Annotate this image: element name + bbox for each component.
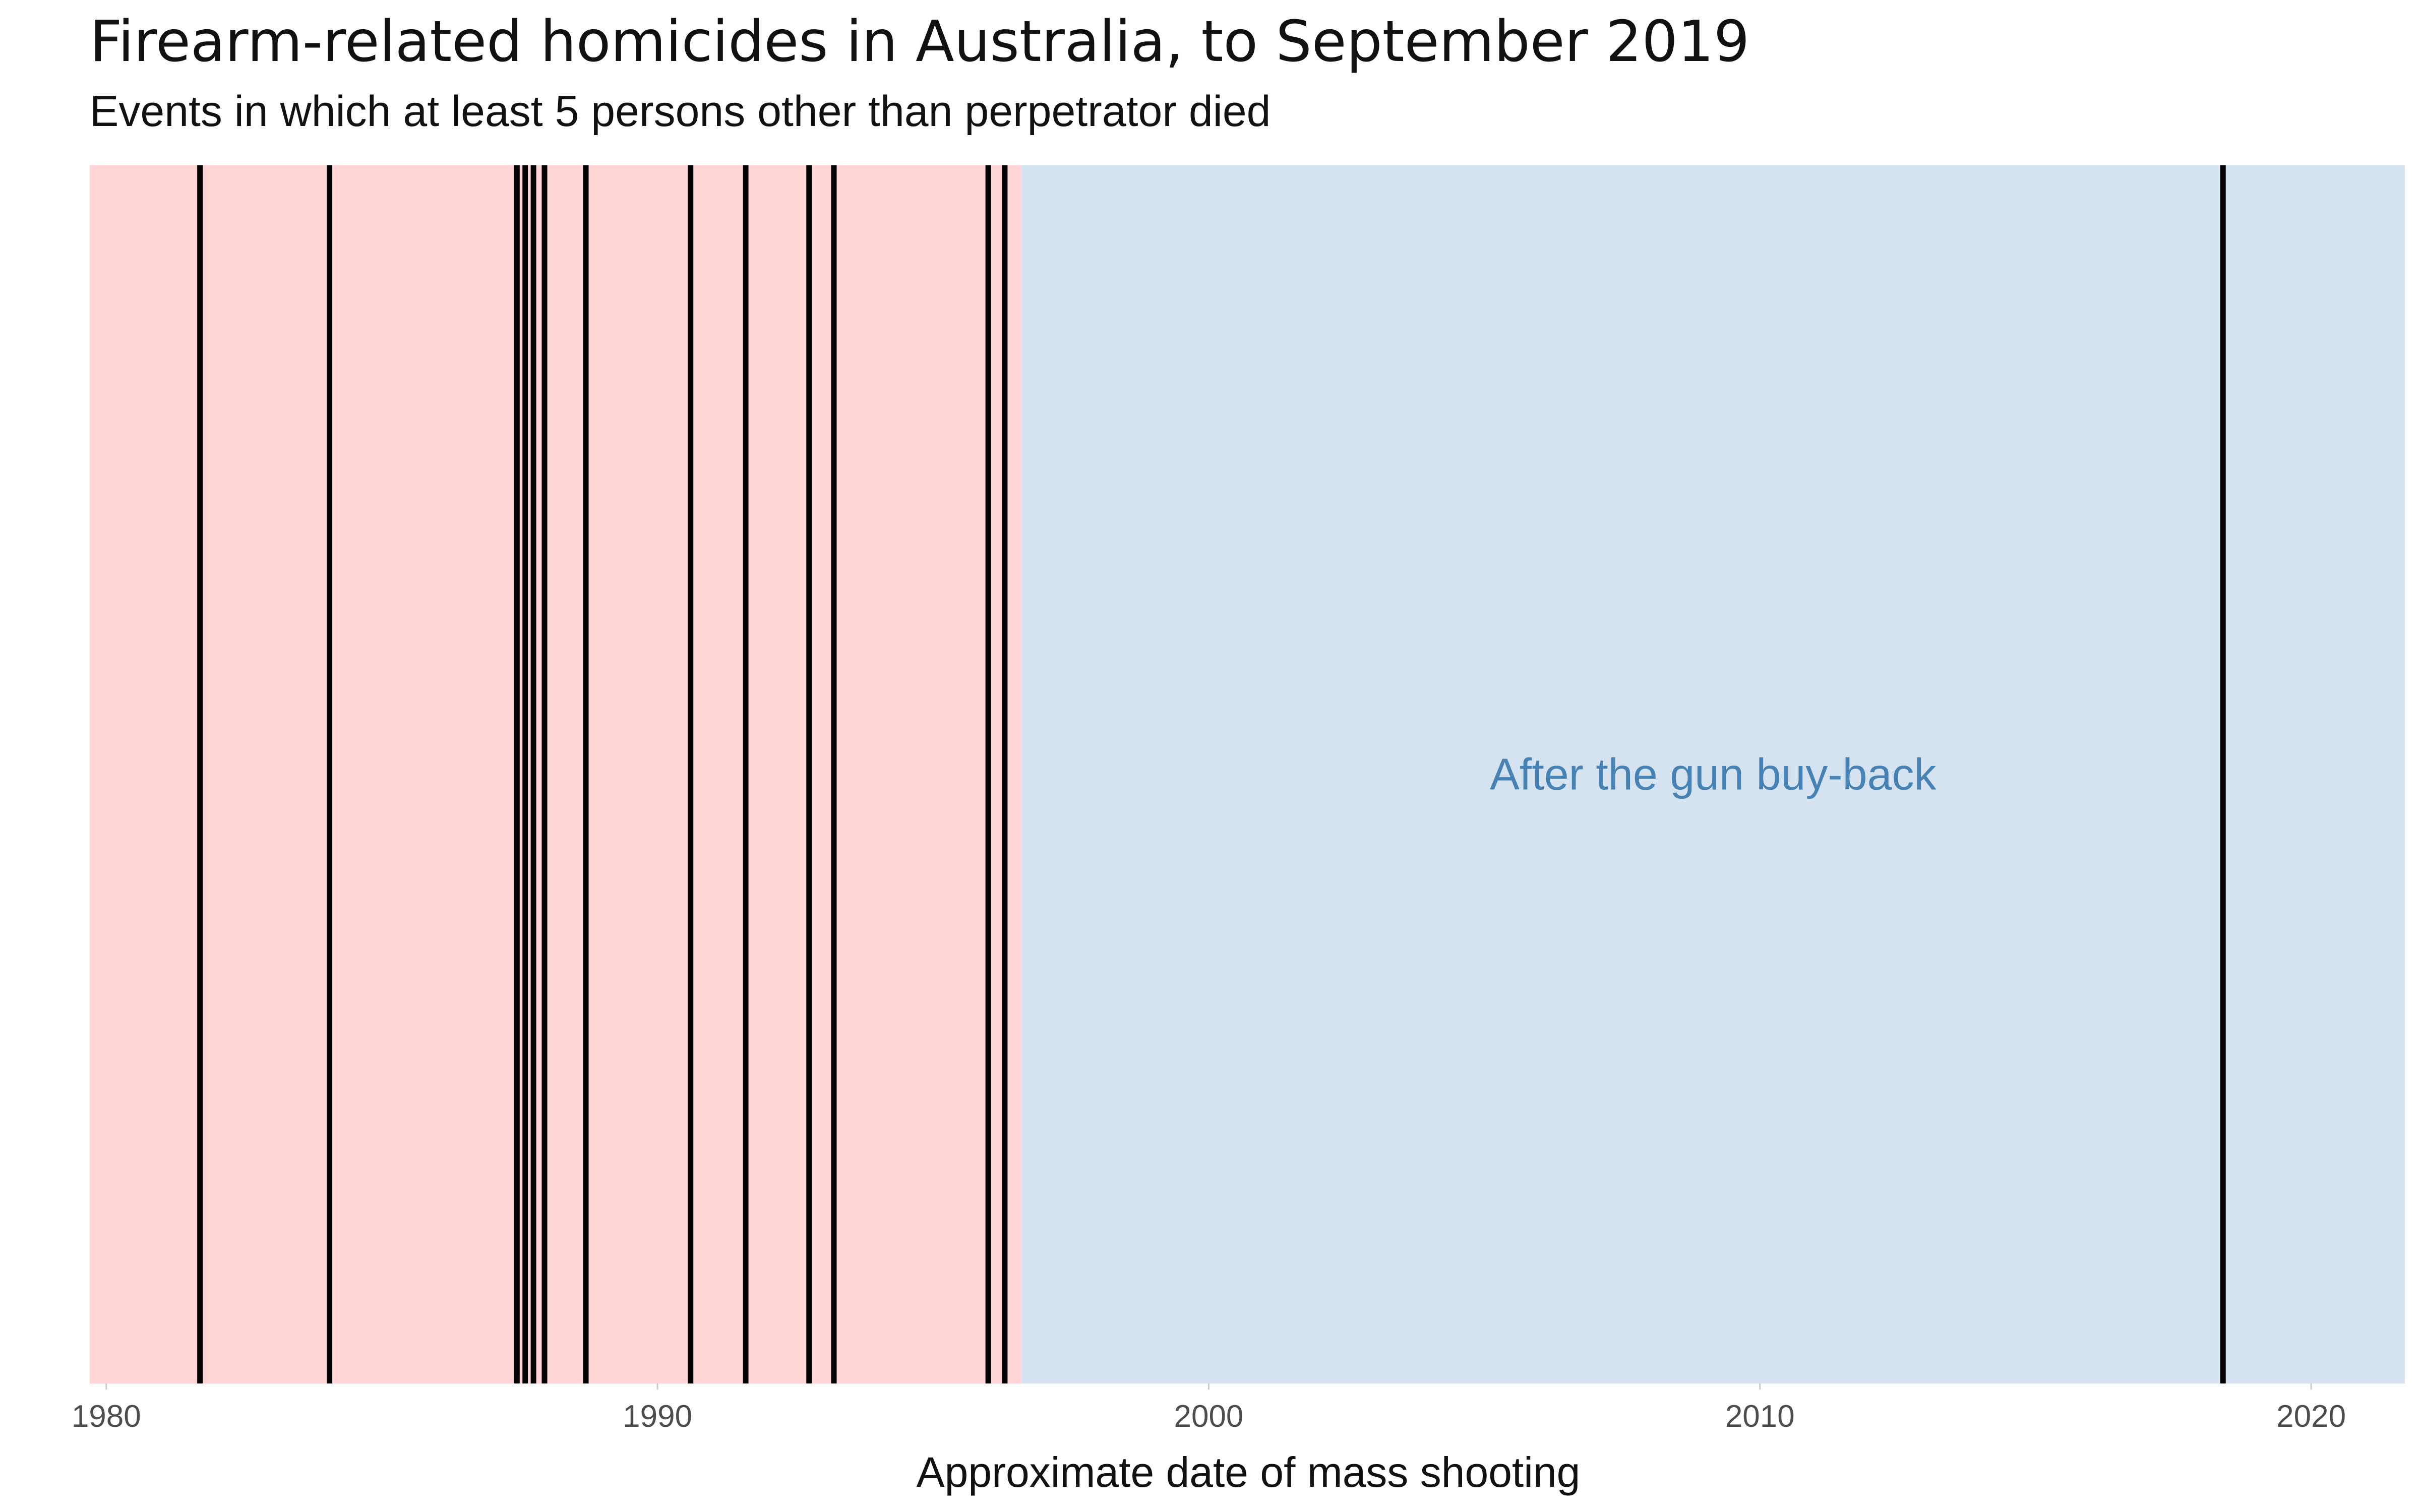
chart-title: Firearm-related homicides in Australia, … bbox=[90, 9, 1750, 75]
x-tick-label-2020: 2020 bbox=[2276, 1399, 2346, 1434]
x-axis-label: Approximate date of mass shooting bbox=[917, 1448, 1581, 1496]
region-after-buyback bbox=[1021, 165, 2405, 1383]
chart-subtitle: Events in which at least 5 persons other… bbox=[90, 87, 1271, 136]
x-tick-label-2010: 2010 bbox=[1725, 1399, 1795, 1434]
x-axis-ticks: 1980 1990 2000 2010 2020 bbox=[72, 1383, 2346, 1434]
x-tick-label-1980: 1980 bbox=[72, 1399, 141, 1434]
annotation-labels: After the gun buy-back bbox=[1490, 749, 1937, 799]
x-tick-label-1990: 1990 bbox=[623, 1399, 692, 1434]
background-regions bbox=[90, 165, 2405, 1383]
region-before-buyback bbox=[90, 165, 1021, 1383]
region-label-after-buyback: After the gun buy-back bbox=[1490, 749, 1937, 799]
event-lines bbox=[197, 165, 2226, 1383]
x-tick-label-2000: 2000 bbox=[1174, 1399, 1243, 1434]
